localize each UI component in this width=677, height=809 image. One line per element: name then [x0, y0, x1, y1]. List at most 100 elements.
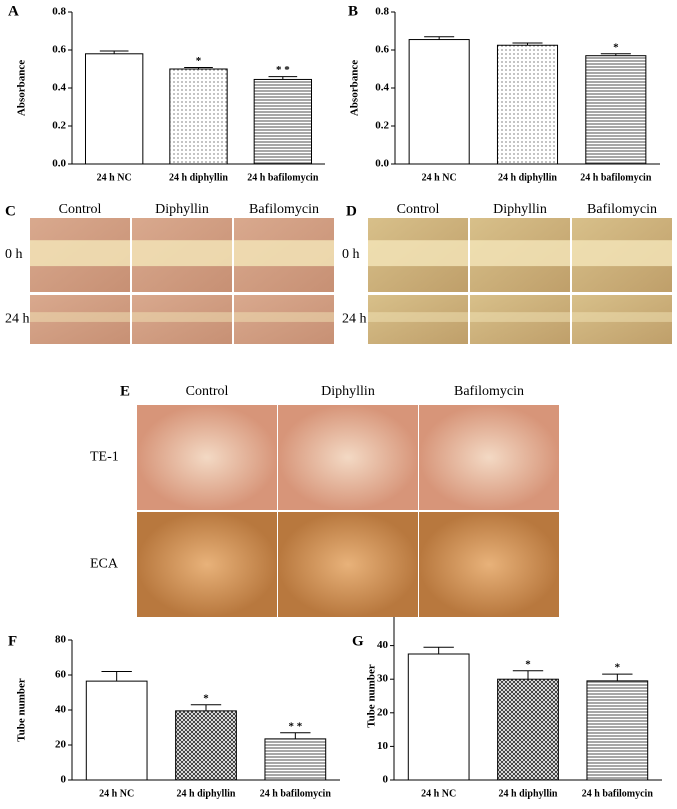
row-header: 24 h [5, 312, 30, 327]
y-tick-label: 60 [55, 669, 67, 681]
column-header: Diphyllin [321, 384, 375, 399]
micrograph [419, 512, 559, 617]
y-tick-label: 20 [377, 706, 389, 718]
y-axis-label: Tube number [366, 664, 378, 728]
panel-label: A [8, 3, 19, 19]
bar [264, 738, 327, 781]
y-tick-label: 0.2 [52, 120, 66, 132]
row-header: 24 h [342, 312, 367, 327]
x-tick-label: 24 h diphyllin [498, 172, 557, 183]
micrograph [278, 512, 418, 617]
column-header: Diphyllin [493, 202, 547, 217]
error-bar [280, 732, 311, 739]
error-bar [512, 670, 544, 680]
column-header: Control [186, 384, 229, 399]
wound-gap [572, 240, 672, 267]
y-tick-label: 0.4 [375, 82, 389, 94]
bar [169, 68, 228, 165]
micrograph [419, 405, 559, 510]
y-tick-label: 0.4 [52, 82, 66, 94]
bar [496, 44, 559, 165]
x-tick-label: 24 h diphyllin [499, 788, 558, 799]
panel-label: F [8, 633, 17, 649]
bar [85, 680, 148, 781]
bar [585, 55, 647, 165]
error-bar [101, 671, 132, 682]
y-tick-label: 0.6 [375, 44, 389, 56]
bar [253, 78, 313, 165]
x-tick-label: 24 h NC [421, 788, 456, 799]
micrograph [278, 405, 418, 510]
x-tick-label: 24 h NC [422, 172, 457, 183]
significance: * * [288, 720, 302, 732]
significance: * [525, 658, 531, 670]
x-tick-label: 24 h diphyllin [177, 788, 236, 799]
y-axis-label: Absorbance [16, 60, 28, 116]
significance: * [613, 41, 619, 53]
error-bar [602, 673, 633, 681]
x-tick-label: 24 h bafilomycin [580, 172, 652, 183]
wound-gap [470, 240, 570, 267]
wound-gap [368, 240, 468, 267]
wound-gap [234, 312, 334, 322]
error-bar [99, 50, 129, 54]
x-tick-label: 24 h NC [99, 788, 134, 799]
y-tick-label: 0.2 [375, 120, 389, 132]
y-axis-label: Tube number [16, 678, 28, 742]
x-tick-label: 24 h bafilomycin [260, 788, 332, 799]
bar [175, 710, 237, 781]
x-tick-label: 24 h bafilomycin [247, 172, 319, 183]
row-header: 0 h [5, 247, 23, 262]
y-tick-label: 0 [383, 774, 389, 786]
y-tick-label: 80 [55, 634, 67, 646]
column-header: Bafilomycin [454, 384, 524, 399]
y-tick-label: 0.0 [52, 158, 66, 170]
wound-gap [368, 312, 468, 322]
y-tick-label: 30 [377, 673, 389, 685]
row-header: TE-1 [90, 450, 119, 465]
column-header: Bafilomycin [249, 202, 319, 217]
panel-label: G [352, 633, 364, 649]
error-bar [268, 76, 298, 80]
y-tick-label: 0.0 [375, 158, 389, 170]
wound-gap [30, 240, 130, 267]
wound-gap [132, 312, 232, 322]
significance: * [196, 55, 202, 67]
error-bar [600, 53, 631, 56]
y-tick-label: 0.8 [375, 6, 389, 18]
wound-gap [30, 312, 130, 322]
y-tick-label: 40 [55, 704, 67, 716]
y-tick-label: 20 [55, 739, 67, 751]
wound-gap [470, 312, 570, 322]
wound-gap [132, 240, 232, 267]
wound-gap [234, 240, 334, 267]
x-tick-label: 24 h diphyllin [169, 172, 228, 183]
error-bar [184, 66, 213, 69]
row-header: 0 h [342, 247, 360, 262]
significance: * [203, 692, 209, 704]
y-tick-label: 40 [377, 639, 389, 651]
column-header: Control [397, 202, 440, 217]
y-axis-label: Absorbance [349, 60, 361, 116]
column-header: Diphyllin [155, 202, 209, 217]
y-tick-label: 0 [61, 774, 67, 786]
bar [497, 678, 559, 781]
y-tick-label: 10 [377, 740, 389, 752]
panel-label: E [120, 383, 130, 399]
column-header: Control [59, 202, 102, 217]
x-tick-label: 24 h bafilomycin [582, 788, 654, 799]
bar [407, 653, 470, 781]
bar [408, 39, 470, 165]
bar [84, 53, 144, 165]
x-tick-label: 24 h NC [97, 172, 132, 183]
micrograph [137, 405, 277, 510]
error-bar [512, 42, 543, 46]
column-header: Bafilomycin [587, 202, 657, 217]
significance: * [615, 662, 621, 674]
panel-label: D [346, 203, 357, 219]
panel-label: C [5, 203, 16, 219]
significance: * * [276, 64, 290, 76]
micrograph [137, 512, 277, 617]
error-bar [423, 646, 454, 654]
